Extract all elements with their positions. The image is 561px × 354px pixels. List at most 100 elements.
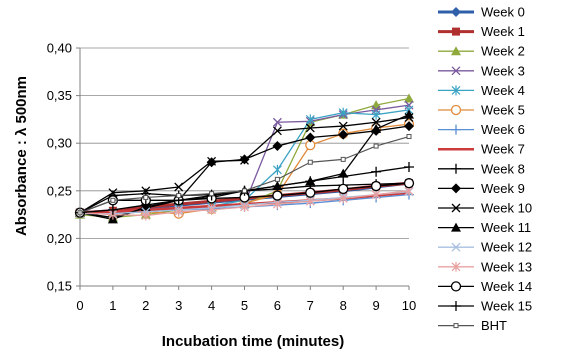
legend-marker — [451, 46, 461, 56]
data-point — [373, 143, 379, 149]
legend-label: Week 9 — [481, 181, 525, 196]
data-point — [371, 109, 381, 120]
x-tick-label: 1 — [109, 298, 116, 313]
x-tick-labels: 0 1 2 3 4 5 6 7 8 9 10 — [76, 286, 416, 313]
data-point — [340, 156, 346, 162]
legend-label: Week 6 — [481, 122, 525, 137]
data-point — [272, 141, 283, 152]
legend-item-week-11: Week 11 — [438, 220, 531, 235]
data-point — [272, 117, 282, 127]
x-tick-label: 6 — [274, 298, 281, 313]
y-axis-title: Absorbance : λ 500nm — [13, 76, 30, 236]
x-tick-label: 4 — [208, 298, 215, 313]
data-point — [305, 196, 315, 207]
legend-item-week-6: Week 6 — [438, 122, 525, 137]
data-point — [274, 176, 280, 182]
legend-label: Week 14 — [481, 279, 532, 294]
data-point — [207, 156, 217, 166]
legend-marker — [451, 124, 461, 135]
data-point — [176, 193, 182, 199]
legend-item-week-0: Week 0 — [438, 5, 525, 20]
x-tick-label: 3 — [175, 298, 182, 313]
data-point — [206, 157, 217, 168]
data-point — [404, 162, 414, 172]
data-point — [143, 194, 149, 200]
data-point — [404, 121, 414, 132]
legend-label: Week 1 — [481, 24, 525, 39]
axes — [79, 48, 409, 287]
data-point — [338, 107, 348, 118]
legend-label: Week 10 — [481, 201, 532, 216]
legend-marker — [450, 281, 462, 292]
data-point — [272, 164, 282, 175]
series-week-10 — [75, 113, 414, 218]
data-point — [209, 191, 215, 197]
series-bht — [77, 134, 412, 216]
data-point — [338, 183, 349, 195]
legend-item-week-10: Week 10 — [438, 201, 532, 216]
data-point — [242, 188, 247, 194]
legend-label: Week 11 — [481, 220, 531, 235]
data-point — [305, 187, 316, 198]
x-tick-label: 10 — [402, 298, 416, 313]
legend: Week 0 Week 1 Week 2 Week 3 Week 4 Week 5 Week… — [438, 5, 532, 333]
data-point — [107, 204, 118, 215]
data-point — [338, 121, 348, 131]
data-point — [110, 197, 116, 203]
legend-marker — [453, 323, 459, 329]
data-point — [240, 155, 249, 165]
x-tick-label: 9 — [372, 298, 379, 313]
data-point — [141, 210, 151, 221]
x-axis-title: Incubation time (minutes) — [162, 333, 345, 350]
data-point — [404, 93, 414, 103]
data-point — [174, 206, 184, 217]
legend-marker — [451, 222, 461, 232]
data-point — [108, 188, 118, 198]
data-point — [174, 182, 184, 192]
data-point — [272, 199, 282, 210]
data-point — [404, 109, 414, 119]
data-point — [370, 180, 382, 192]
legend-item-week-15: Week 15 — [438, 299, 532, 314]
legend-label: Week 7 — [481, 142, 525, 157]
legend-item-week-7: Week 7 — [438, 142, 525, 157]
data-point — [240, 201, 249, 212]
data-point — [338, 193, 348, 204]
data-point — [305, 176, 316, 187]
data-point — [406, 134, 412, 140]
x-tick-label: 5 — [241, 298, 248, 313]
y-tick-label: 0,25 — [47, 183, 72, 198]
x-tick-label: 2 — [142, 298, 149, 313]
data-point — [371, 117, 381, 127]
legend-label: BHT — [481, 318, 507, 333]
legend-item-week-2: Week 2 — [438, 44, 525, 59]
legend-label: Week 12 — [481, 240, 532, 255]
data-point — [307, 159, 313, 165]
legend-item-week-1: Week 1 — [438, 24, 525, 39]
data-point — [305, 132, 316, 143]
data-point — [371, 189, 381, 200]
legend-label: Week 0 — [481, 5, 525, 20]
y-tick-label: 0,30 — [47, 136, 72, 151]
legend-marker — [450, 104, 462, 116]
data-point — [338, 129, 349, 140]
y-tick-label: 0,40 — [47, 41, 72, 56]
data-point — [272, 181, 283, 192]
legend-marker — [451, 183, 461, 194]
legend-item-week-4: Week 4 — [438, 83, 525, 98]
data-point — [371, 123, 382, 133]
legend-item-week-3: Week 3 — [438, 63, 525, 78]
data-point — [305, 114, 315, 125]
x-tick-label: 0 — [76, 298, 83, 313]
legend-item-week-9: Week 9 — [438, 181, 525, 196]
legend-item-bht: BHT — [438, 318, 507, 333]
legend-label: Week 4 — [481, 83, 525, 98]
data-point — [305, 123, 315, 133]
legend-marker — [451, 163, 461, 174]
legend-item-week-12: Week 12 — [438, 240, 532, 255]
legend-label: Week 8 — [481, 161, 525, 176]
legend-item-week-14: Week 14 — [438, 279, 532, 294]
legend-item-week-13: Week 13 — [438, 259, 532, 274]
data-point — [338, 171, 349, 182]
series-group — [74, 93, 415, 224]
